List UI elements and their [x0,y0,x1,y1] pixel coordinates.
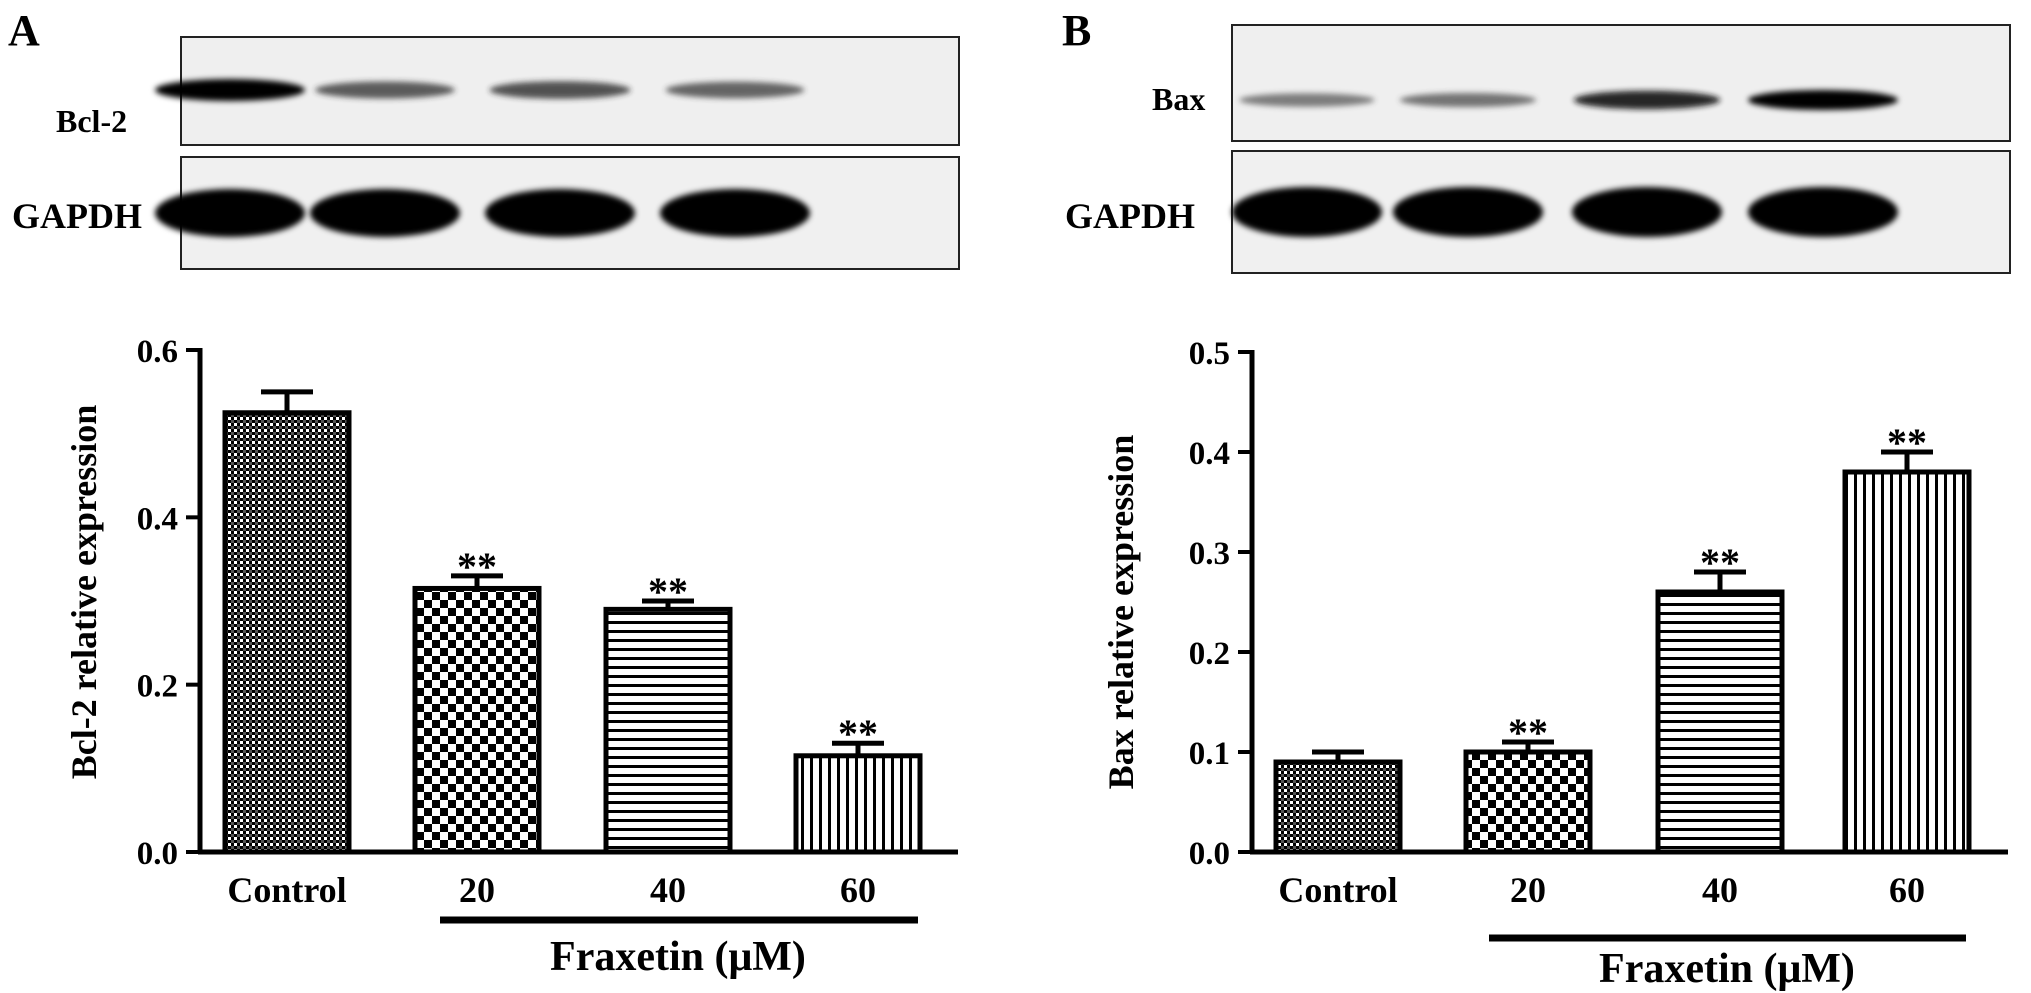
y-tick-label: 0.2 [137,669,178,705]
bar-20 [1463,749,1593,855]
panel-b-letter: B [1062,6,1091,55]
significance-marker: ** [457,544,497,589]
chart-a-group-label: Fraxetin (μM) [550,934,806,980]
target-band-lane-4 [665,81,805,99]
target-band-lane-3 [489,81,631,99]
loading-band-lane-4 [660,189,810,237]
target-band-lane-2 [315,81,455,99]
loading-band-lane-3 [1572,187,1722,237]
y-tick-label: 0.1 [1189,736,1230,772]
loading-band-lane-2 [1393,187,1543,237]
x-tick-label: 20 [1510,870,1546,910]
y-tick-label: 0.2 [1189,636,1230,672]
loading-band-lane-2 [310,189,460,237]
bar-control [222,410,352,855]
x-tick-label: 60 [840,870,876,910]
y-tick-label: 0.4 [137,501,178,537]
x-tick-label: 40 [1702,870,1738,910]
target-band-lane-2 [1399,93,1537,107]
bar-chart-b: Bax relative expression 0.0 0.1 0.2 0.3 0.4 0… [1101,336,2008,992]
panel-a-letter: A [8,6,40,55]
y-tick-label: 0.6 [137,334,178,370]
y-tick-label: 0.5 [1189,336,1230,372]
bar-40 [1655,589,1785,855]
bar-control [1273,759,1403,855]
target-band-lane-4 [1748,90,1898,110]
blot-a-target-label: Bcl-2 [56,103,127,139]
loading-band-lane-3 [485,189,635,237]
target-band-lane-1 [1239,93,1375,107]
x-tick-label: 40 [650,870,686,910]
target-band-lane-3 [1573,90,1721,110]
significance-marker: ** [648,569,688,614]
bar-40 [603,606,733,855]
x-tick-label: Control [1278,870,1397,910]
bar-20 [412,585,542,855]
x-tick-label: 60 [1889,870,1925,910]
chart-b-ylabel: Bax relative expression [1101,435,1141,790]
bar-chart-a: Bcl-2 relative expression 0.0 0.2 0.4 0.6 Co… [64,334,958,980]
x-tick-label: 20 [459,870,495,910]
significance-marker: ** [1508,710,1548,755]
blot-a: Bcl-2 GAPDH [12,36,960,270]
x-tick-label: Control [227,870,346,910]
loading-band-lane-4 [1748,187,1898,237]
bar-60 [793,753,923,855]
significance-marker: ** [1887,420,1927,465]
target-band-lane-1 [155,79,305,101]
blot-b-target-frame [1231,24,2011,142]
y-tick-label: 0.3 [1189,536,1230,572]
blot-a-loading-label: GAPDH [12,196,142,236]
blot-b: Bax GAPDH [1065,24,2011,274]
blot-b-loading-label: GAPDH [1065,196,1195,236]
significance-marker: ** [838,711,878,756]
chart-b-group-label: Fraxetin (μM) [1599,946,1855,992]
chart-a-ylabel: Bcl-2 relative expression [64,405,104,780]
significance-marker: ** [1700,540,1740,585]
loading-band-lane-1 [1232,187,1382,237]
bar-60 [1842,469,1972,855]
blot-b-target-label: Bax [1152,81,1205,117]
y-tick-label: 0.0 [137,836,178,872]
loading-band-lane-1 [155,189,305,237]
y-tick-label: 0.0 [1189,836,1230,872]
y-tick-label: 0.4 [1189,436,1230,472]
